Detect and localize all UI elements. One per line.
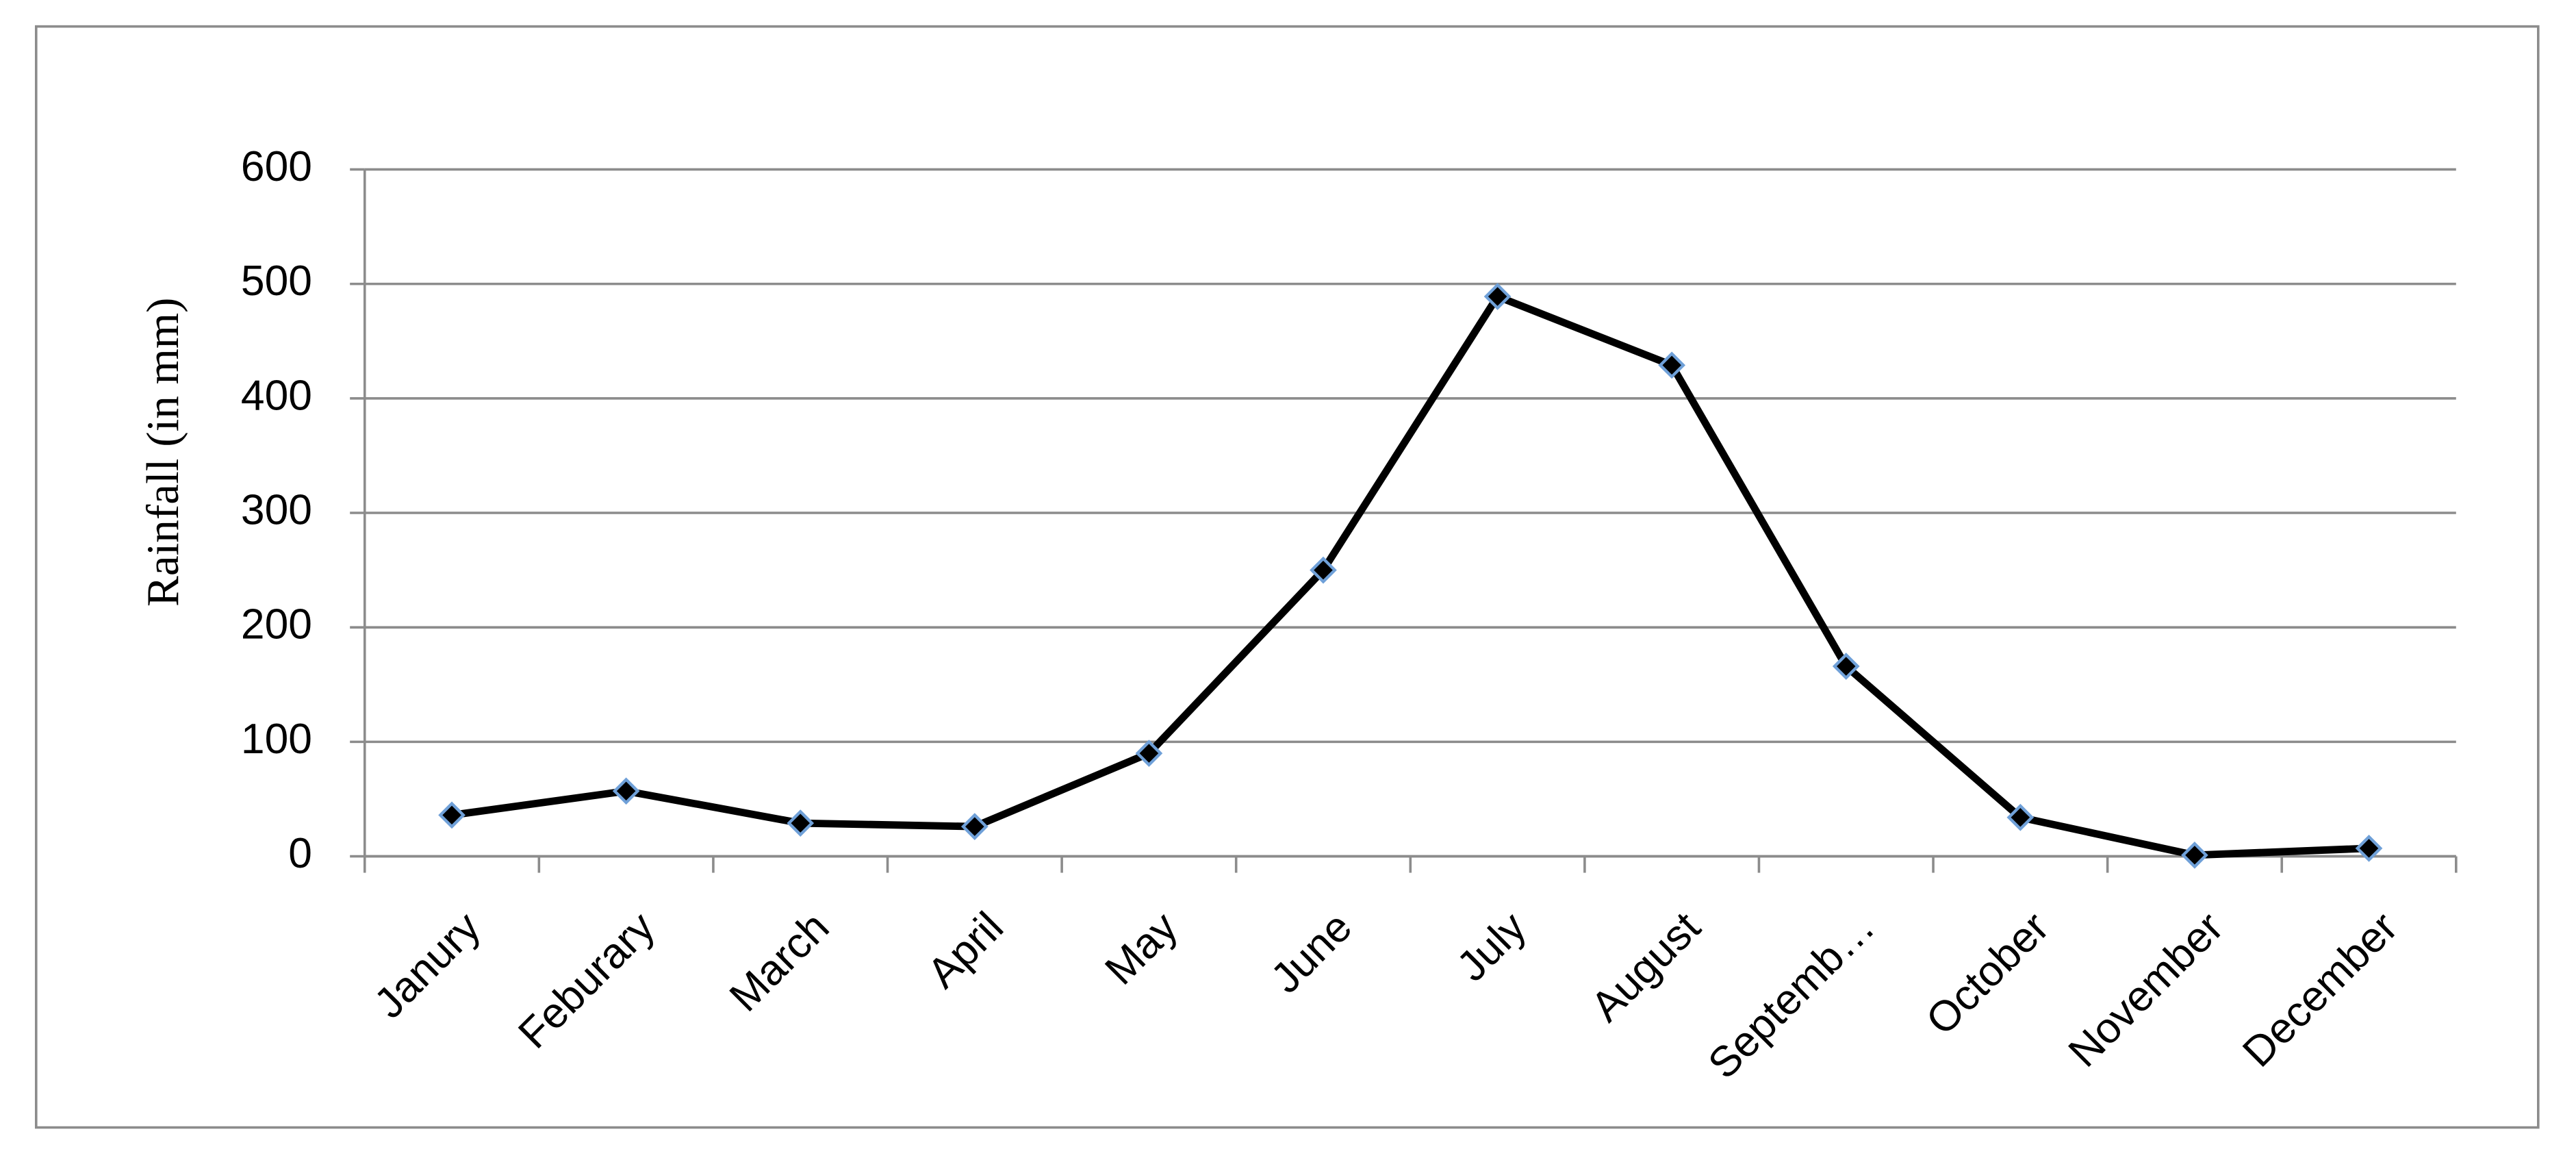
y-tick-label: 0 [288, 830, 312, 877]
marker [2006, 803, 2035, 831]
marker [438, 801, 466, 829]
y-tick-label: 100 [241, 716, 312, 763]
marker [2181, 842, 2208, 869]
marker [787, 809, 815, 837]
y-tick-label: 600 [241, 143, 312, 190]
y-tick-label: 500 [241, 257, 312, 305]
y-axis-title: Rainfall (in mm) [137, 297, 188, 607]
marker [1135, 740, 1163, 767]
chart-frame [34, 25, 2540, 1129]
line [451, 292, 2369, 859]
marker [960, 813, 989, 840]
marker [1832, 653, 1860, 680]
y-tick-label: 200 [241, 601, 312, 648]
y-tick-label: 400 [241, 372, 312, 419]
y-tick-label: 300 [241, 486, 312, 533]
marker [2355, 835, 2383, 862]
marker [1483, 283, 1512, 310]
marker [612, 777, 640, 805]
marker [1658, 351, 1686, 379]
marker [1310, 556, 1337, 584]
